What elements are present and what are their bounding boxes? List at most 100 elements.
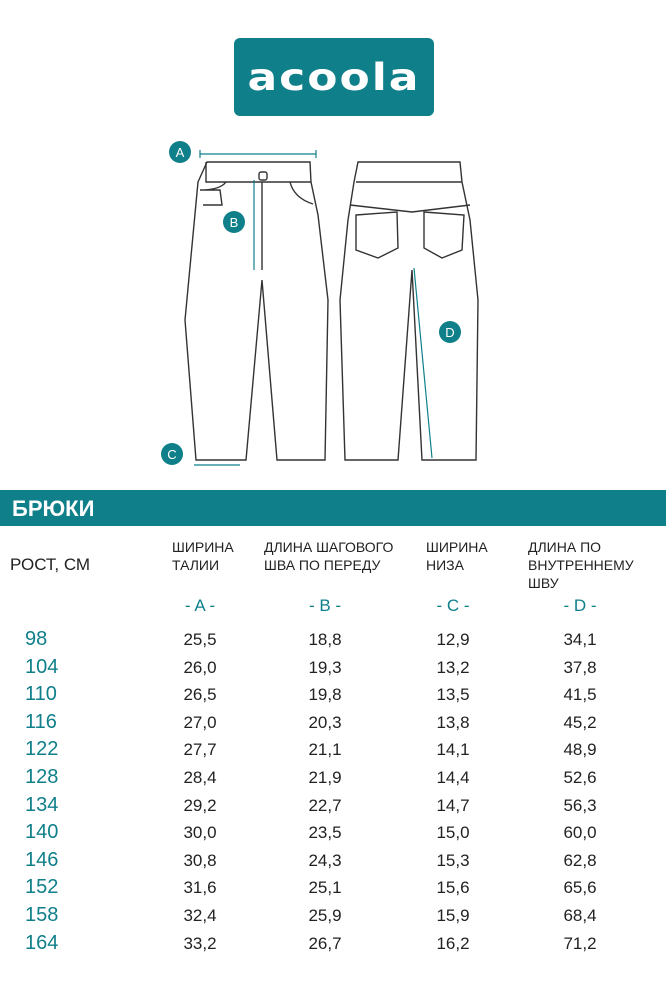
row-value-d: 41,5 [563, 685, 597, 705]
marker-c-label: C [167, 447, 176, 462]
row-height-value: 152 [25, 876, 59, 899]
column-a-letter: - A - [184, 596, 216, 615]
row-height-value: 110 [25, 683, 57, 706]
column-d-header: ДЛИНА ПО ВНУТРЕННЕМУ ШВУ [528, 539, 634, 591]
row-value-b: 24,3 [308, 850, 342, 870]
row-value-c: 13,8 [436, 712, 470, 732]
table-row: 104 26,0 19,3 13,2 37,8 [0, 656, 666, 683]
row-value-b: 21,1 [308, 740, 342, 760]
column-c-header: ШИРИНА НИЗА [426, 539, 488, 573]
measure-d-line [413, 267, 433, 459]
row-value-d: 68,4 [563, 906, 597, 925]
row-value-c: 12,9 [436, 630, 470, 649]
table-row: 134 29,2 22,7 14,7 56,3 [0, 794, 666, 821]
row-value-a: 31,6 [183, 878, 217, 898]
column-d-letter: - D - [563, 596, 597, 615]
column-a-header: ШИРИНА ТАЛИИ [172, 539, 234, 573]
row-value-d: 62,8 [563, 850, 597, 870]
row-height-value: 146 [25, 848, 59, 871]
row-value-b: 22,7 [308, 795, 342, 815]
marker-d [439, 321, 461, 343]
brand-logo: acoola [234, 38, 434, 116]
row-value-a: 30,8 [183, 850, 217, 870]
row-value-a: 26,5 [183, 685, 217, 705]
row-value-a: 33,2 [183, 933, 217, 953]
table-row: 110 26,5 19,8 13,5 41,5 [0, 683, 666, 710]
row-value-b: 26,7 [308, 933, 342, 953]
front-pants-outline [184, 161, 329, 461]
marker-d-label: D [445, 325, 454, 340]
row-value-a: 28,4 [183, 768, 217, 787]
row-value-d: 71,2 [563, 933, 597, 953]
row-value-a: 26,0 [183, 657, 217, 677]
back-yoke [349, 204, 471, 213]
front-pocket-left [199, 181, 227, 206]
row-value-c: 13,2 [436, 657, 470, 677]
row-value-c: 15,3 [436, 850, 470, 870]
row-value-d: 60,0 [563, 823, 597, 843]
row-value-d: 37,8 [563, 657, 597, 677]
marker-b [223, 211, 245, 233]
row-height-value: 122 [25, 738, 59, 761]
row-height-value: 128 [25, 766, 59, 788]
row-value-b: 25,1 [308, 878, 342, 898]
row-value-d: 34,1 [563, 630, 597, 649]
row-value-d: 45,2 [563, 712, 597, 732]
row-value-a: 29,2 [183, 795, 217, 815]
marker-a-label: A [176, 145, 185, 160]
front-button [258, 171, 268, 181]
front-waistband [205, 162, 311, 183]
row-value-b: 21,9 [308, 768, 342, 787]
row-value-a: 25,5 [183, 630, 217, 649]
row-value-b: 25,9 [308, 906, 342, 925]
section-title: БРЮКИ [12, 496, 95, 521]
marker-c [161, 443, 183, 465]
table-row: 122 27,7 21,1 14,1 48,9 [0, 738, 666, 765]
marker-b-label: B [230, 215, 239, 230]
row-value-b: 18,8 [308, 630, 342, 649]
row-value-a: 27,7 [183, 740, 217, 760]
row-value-a: 32,4 [183, 906, 217, 925]
row-value-c: 14,7 [436, 795, 470, 815]
row-value-c: 14,1 [436, 740, 470, 760]
row-value-c: 15,9 [436, 906, 470, 925]
row-height-value: 104 [25, 655, 59, 678]
measure-a-line [199, 150, 317, 158]
row-value-d: 56,3 [563, 795, 597, 815]
row-value-c: 15,6 [436, 878, 470, 898]
row-value-b: 19,3 [308, 657, 342, 677]
height-column-header: РОСТ, СМ [10, 555, 91, 574]
table-row: 128 28,4 21,9 14,4 52,6 [0, 766, 666, 793]
row-value-c: 13,5 [436, 685, 470, 705]
row-value-c: 15,0 [436, 823, 470, 843]
row-value-a: 27,0 [183, 712, 217, 732]
brand-logo-text: acoola [247, 55, 421, 99]
column-b-letter: - B - [308, 596, 342, 615]
table-row: 98 25,5 18,8 12,9 34,1 [0, 628, 666, 655]
row-height-value: 116 [25, 710, 57, 733]
row-height-value: 158 [25, 904, 59, 926]
pants-diagram: A B C D [161, 141, 479, 466]
row-height-value: 164 [25, 931, 59, 954]
front-pocket-right [289, 181, 314, 205]
marker-a [169, 141, 191, 163]
row-value-b: 19,8 [308, 685, 342, 705]
back-pants-outline [339, 161, 479, 461]
row-height-value: 134 [25, 793, 59, 816]
back-pocket-right [423, 211, 465, 259]
row-value-b: 23,5 [308, 823, 342, 843]
table-row: 146 30,8 24,3 15,3 62,8 [0, 849, 666, 876]
row-height-value: 140 [25, 821, 59, 844]
column-c-letter: - C - [436, 596, 470, 615]
row-value-d: 65,6 [563, 878, 597, 898]
row-value-c: 16,2 [436, 933, 470, 953]
row-value-b: 20,3 [308, 712, 342, 732]
back-pocket-left [355, 211, 399, 259]
row-value-c: 14,4 [436, 768, 470, 787]
table-row: 140 30,0 23,5 15,0 60,0 [0, 821, 666, 848]
table-row: 116 27,0 20,3 13,8 45,2 [0, 711, 666, 738]
table-row: 164 33,2 26,7 16,2 71,2 [0, 932, 666, 959]
table-row: 152 31,6 25,1 15,6 65,6 [0, 876, 666, 903]
row-value-d: 52,6 [563, 768, 597, 787]
row-height-value: 98 [25, 628, 48, 650]
